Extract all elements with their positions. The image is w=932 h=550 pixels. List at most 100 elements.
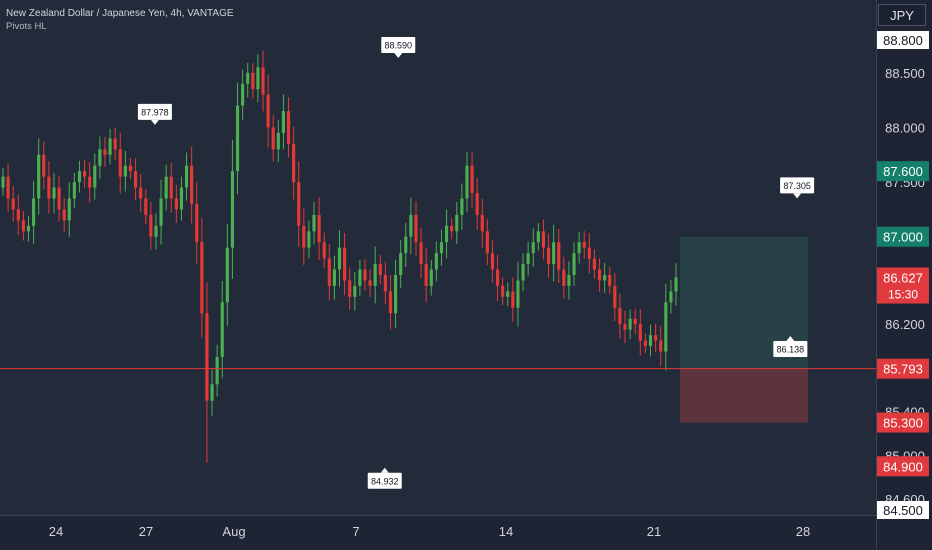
candle-body [322,242,326,259]
candle-body [98,149,102,166]
price-label-text: 87.000 [883,230,923,245]
candle-body [383,275,387,292]
pivot-value: 87.978 [141,107,169,117]
candle-body [373,264,377,286]
candle-body [88,176,92,188]
symbol-title: New Zealand Dollar / Japanese Yen, 4h, V… [6,8,234,19]
candle-body [546,247,551,265]
pivot-low-label: 84.932 [367,467,402,489]
pivot-box [381,36,416,53]
candle-body [490,253,495,270]
price-label-bg [877,456,929,477]
candle-body [368,280,372,286]
price-label-bg [877,226,929,247]
candle-body [633,318,637,325]
candle-body [292,143,296,183]
candle-body [297,182,301,226]
pivot-box [773,340,808,357]
candle-body [327,258,331,286]
candle-body [358,269,362,286]
currency-selector[interactable]: JPY [878,4,926,26]
candle-body [526,253,530,265]
candle-body [6,176,10,199]
candle-body [128,165,133,172]
candle-body [174,198,178,210]
price-label-text: 87.600 [883,164,923,179]
candle-body [266,94,270,128]
price-label-86-627: 86.627 15:30 [877,267,929,304]
candle-body [133,171,138,188]
price-tick-label: 86.200 [885,317,925,332]
candle-body [205,313,209,401]
candle-body [123,165,127,177]
candle-body [144,198,148,215]
candle-body [1,176,5,188]
candle-body [603,275,607,281]
candle-body [220,302,224,357]
candle-body [399,253,403,275]
pivot-box [137,103,172,120]
price-scale-end-label: 88.800 [883,33,923,48]
candle-body [577,242,581,254]
candle-body [139,187,143,199]
candle-body [67,198,71,221]
candle-body [317,214,321,243]
candle-body [312,214,316,232]
candle-body [343,247,347,281]
pivot-pointer [150,119,159,125]
candle-body [409,214,413,237]
pivot-labels: 87.90287.97888.59084.93287.30586.13887.7… [137,36,815,489]
time-axis-panel [0,515,876,550]
candle-body [169,176,173,199]
candle-body [225,247,229,303]
time-tick-label: 28 [796,524,810,539]
candle-body [495,269,500,286]
candle-body [628,318,632,330]
stop-zone [680,368,808,423]
candle-body [597,269,602,281]
candle-body [353,285,357,297]
pivot-high-label: 87.978 [137,103,172,125]
candle-body [511,291,515,308]
candle-body [613,285,617,308]
time-tick-label: 27 [139,524,153,539]
candle-body [608,275,612,286]
candle-body [659,340,663,352]
pivot-value: 87.305 [783,181,811,191]
candle-body [113,138,117,150]
candle-body [93,165,97,188]
pivot-pointer [786,335,795,341]
candle-body [57,187,61,210]
price-label-bg [877,161,929,182]
price-label-bg [877,412,929,433]
candle-body [567,275,571,286]
candle-body [562,269,566,286]
candle-body [200,242,204,314]
candle-body [103,149,107,155]
candle-body [664,302,668,352]
candle-body [378,264,382,275]
position-zones [680,236,808,423]
candle-body [37,154,41,199]
candle-body [638,324,642,341]
candle-body [669,291,673,303]
time-tick-label: 14 [499,524,513,539]
candle-body [235,105,240,172]
price-label-84-900: 84.900 [877,456,929,477]
pivot-pointer [394,52,403,58]
candle-body [332,269,336,286]
candle-body [281,111,285,133]
pivot-value: 86.138 [777,344,805,354]
candle-body [256,67,260,90]
candle-body [62,209,66,221]
candle-body [582,242,586,248]
price-label-text: 84.900 [883,459,923,474]
candle-body [475,193,479,215]
price-label-87-600: 87.600 [877,161,929,182]
candle-body [552,242,556,265]
candle-body [261,67,265,95]
candle-body [414,214,418,243]
candle-body [363,269,367,281]
candle-body [536,231,540,243]
